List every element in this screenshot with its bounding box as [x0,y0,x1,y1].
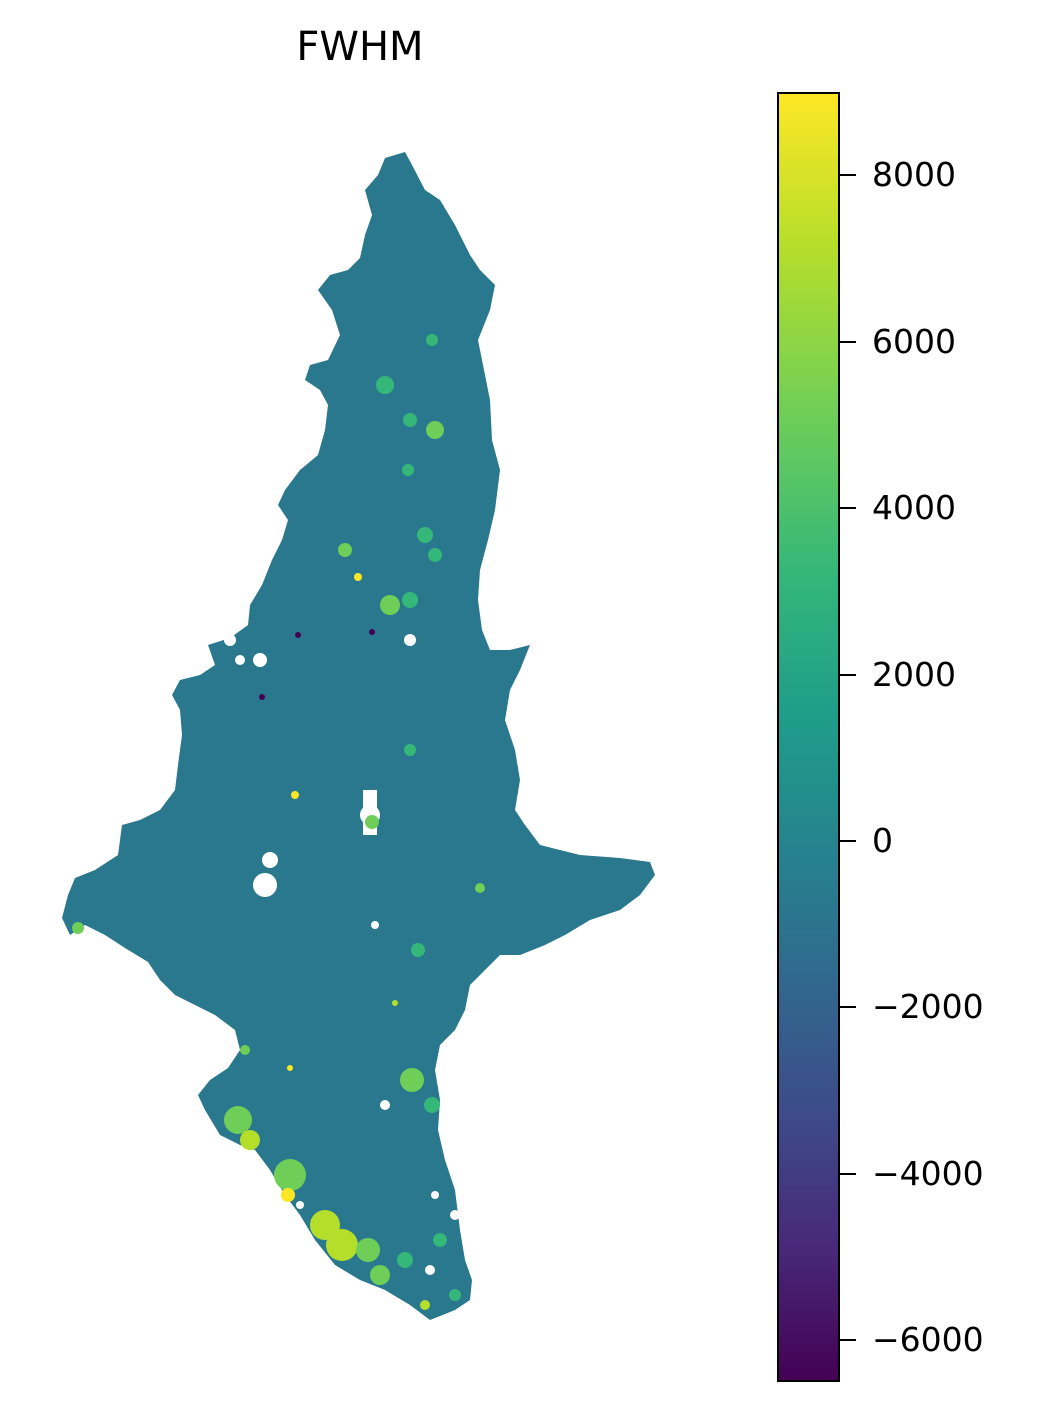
colorbar-tick-label: 0 [872,824,893,857]
colorbar-tick-mark [840,840,856,842]
colorbar-tick-mark [840,174,856,176]
colorbar-tick-label: 8000 [872,158,956,191]
colorbar-tick-label: 4000 [872,491,956,524]
region-shape [62,152,655,1320]
colorbar-tick-mark [840,1006,856,1008]
colorbar-tick-mark [840,1173,856,1175]
colorbar-tick-label: 2000 [872,658,956,691]
colorbar-tick-mark [840,1339,856,1341]
colorbar [777,92,840,1382]
colorbar-tick-label: −6000 [872,1323,984,1356]
colorbar-tick-mark [840,507,856,509]
colorbar-tick-mark [840,674,856,676]
colorbar-tick-label: 6000 [872,325,956,358]
colorbar-tick-mark [840,341,856,343]
colorbar-tick-label: −4000 [872,1157,984,1190]
colorbar-tick-label: −2000 [872,990,984,1023]
